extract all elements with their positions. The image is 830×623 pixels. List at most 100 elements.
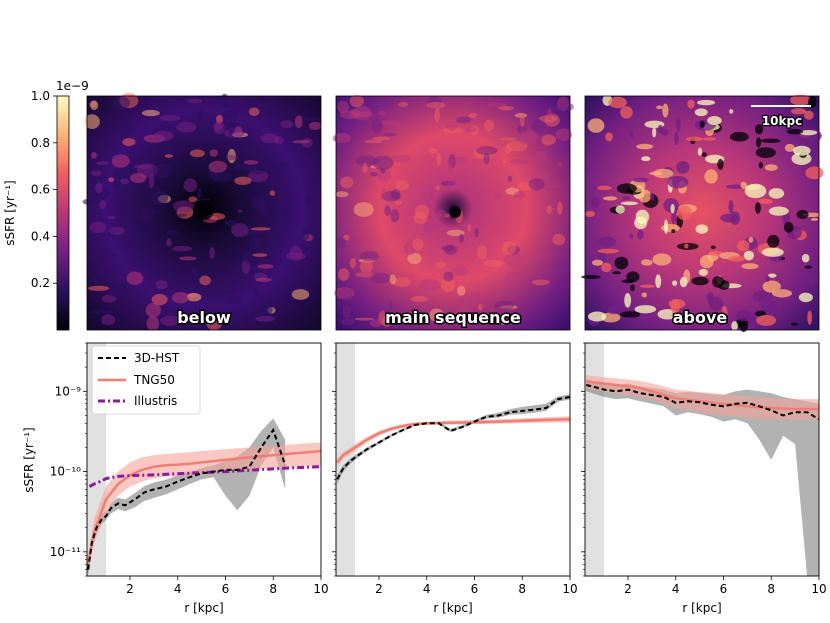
map-texture-blob	[790, 108, 807, 115]
map-texture-blob	[546, 205, 553, 214]
x-axis-label-3: r [kpc]	[682, 601, 721, 615]
map-texture-blob	[767, 234, 780, 248]
map-texture-blob	[456, 116, 472, 124]
map-texture-blob	[380, 120, 401, 126]
map-texture-blob	[676, 205, 693, 221]
map-texture-blob	[187, 98, 203, 103]
map-texture-blob	[638, 189, 652, 203]
x-tick-label: 8	[518, 582, 526, 596]
resolution-shade	[585, 343, 605, 576]
map-texture-blob	[190, 267, 197, 275]
map-texture-blob	[291, 289, 310, 300]
map-texture-blob	[783, 221, 794, 233]
map-panel-main-sequence: main sequence	[332, 95, 574, 331]
map-texture-blob	[557, 201, 563, 216]
map-texture-blob	[696, 99, 716, 106]
map-texture-blob	[671, 209, 677, 225]
map-texture-blob	[721, 305, 728, 320]
map-texture-blob	[547, 108, 552, 121]
x-tick-label: 2	[375, 582, 383, 596]
map-texture-blob	[602, 196, 618, 201]
map-texture-blob	[129, 173, 147, 183]
map-texture-blob	[758, 161, 763, 169]
map-texture-blob	[710, 245, 716, 249]
map-texture-blob	[87, 285, 110, 291]
map-texture-blob	[641, 259, 653, 266]
map-texture-blob	[148, 174, 155, 189]
map-texture-blob	[141, 109, 160, 117]
map-texture-blob	[255, 315, 276, 322]
map-texture-blob	[99, 200, 107, 209]
map-texture-blob	[708, 296, 723, 311]
x-tick-label: 8	[767, 582, 775, 596]
legend-label-3d-hst: 3D-HST	[134, 351, 180, 365]
map-texture-blob	[391, 154, 412, 163]
map-texture-blob	[765, 275, 771, 282]
map-texture-blob	[243, 160, 259, 165]
map-texture-blob	[264, 244, 271, 254]
map-texture-blob	[608, 96, 627, 109]
map-texture-blob	[531, 119, 546, 134]
map-texture-blob	[223, 128, 245, 138]
map-texture-blob	[172, 245, 193, 252]
map-texture-blob	[209, 247, 215, 259]
legend: 3D-HST TNG50 Illustris	[91, 345, 201, 415]
map-texture-above	[581, 94, 824, 333]
map-texture-blob	[523, 272, 529, 280]
map-texture-blob	[805, 166, 824, 180]
map-core-main-sequence	[449, 206, 461, 218]
map-texture-blob	[126, 271, 144, 285]
map-texture-blob	[153, 130, 174, 142]
map-texture-blob	[248, 163, 269, 175]
map-texture-blob	[222, 110, 238, 118]
map-texture-blob	[506, 271, 519, 286]
map-texture-blob	[624, 293, 632, 308]
map-texture-blob	[445, 121, 458, 131]
map-texture-blob	[225, 154, 238, 161]
map-texture-blob	[528, 178, 545, 191]
map-texture-blob	[90, 151, 98, 159]
map-texture-blob	[790, 94, 811, 106]
map-texture-blob	[641, 156, 651, 162]
map-texture-blob	[630, 284, 635, 292]
map-texture-blob	[660, 129, 669, 136]
map-texture-blob	[423, 221, 434, 237]
x-axis-label-1: r [kpc]	[184, 601, 223, 615]
map-texture-blob	[671, 229, 676, 233]
map-texture-blob	[372, 155, 394, 171]
map-texture-blob	[731, 321, 738, 331]
map-texture-blob	[502, 158, 507, 164]
map-texture-blob	[381, 315, 393, 328]
map-texture-blob	[224, 219, 238, 227]
map-texture-blob	[507, 175, 513, 182]
map-texture-blob	[762, 280, 781, 293]
map-texture-blob	[435, 185, 440, 191]
x-tick-label: 6	[471, 582, 479, 596]
map-texture-blob	[88, 237, 94, 245]
map-texture-blob	[801, 253, 810, 263]
x-tick-label: 10	[811, 582, 826, 596]
map-texture-blob	[354, 317, 375, 321]
map-texture-blob	[661, 223, 680, 233]
map-texture-blob	[334, 191, 349, 198]
map-texture-blob	[332, 133, 352, 144]
map-texture-blob	[798, 292, 813, 303]
map-texture-blob	[791, 322, 798, 326]
3d-hst-band	[586, 379, 819, 576]
map-texture-blob	[674, 131, 679, 145]
map-texture-blob	[436, 209, 447, 219]
map-texture-blob	[452, 266, 469, 276]
map-texture-blob	[453, 156, 467, 164]
map-texture-blob	[520, 112, 525, 128]
map-texture-blob	[84, 114, 100, 130]
map-texture-blob	[251, 196, 266, 211]
map-texture-blob	[384, 205, 391, 216]
map-texture-blob	[160, 315, 179, 327]
map-texture-blob	[434, 108, 441, 123]
map-texture-blob	[743, 250, 755, 261]
y-tick-label: 10⁻¹¹	[50, 545, 81, 559]
map-texture-blob	[220, 93, 229, 108]
map-texture-blob	[468, 112, 478, 118]
map-texture-blob	[501, 240, 517, 255]
x-tick-label: 6	[720, 582, 728, 596]
